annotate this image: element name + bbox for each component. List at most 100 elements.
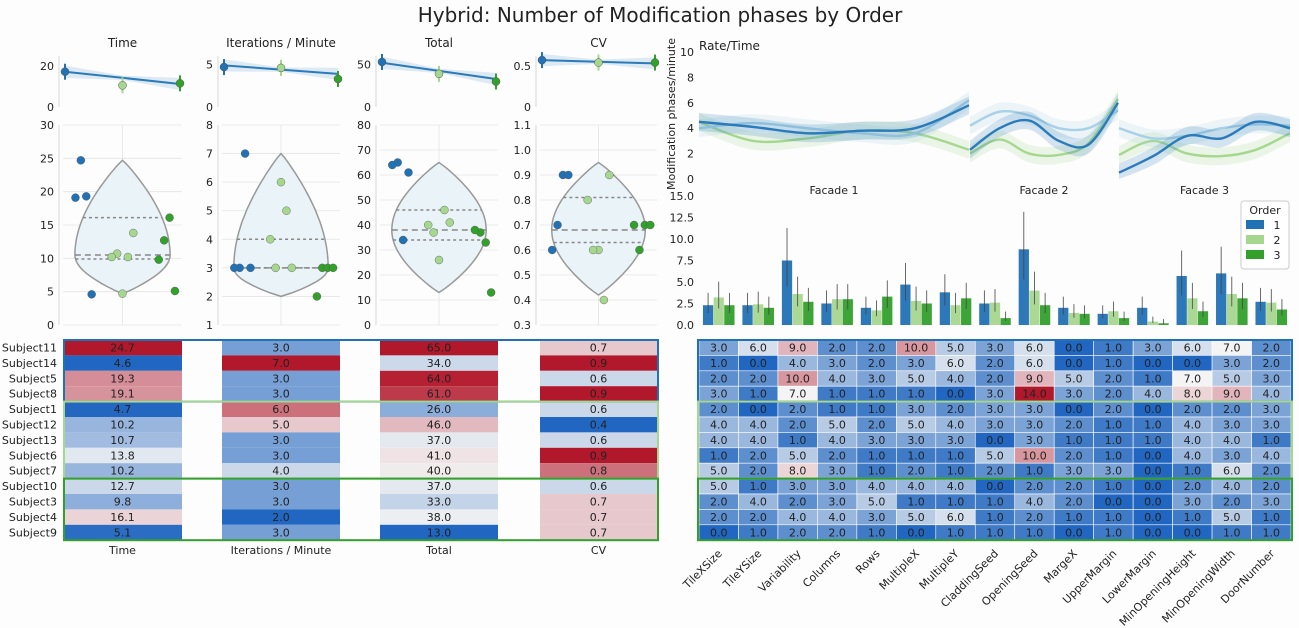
row-label: Subject1 (9, 403, 57, 416)
y-tick-label: 10.0 (670, 233, 695, 246)
legend-label: 3 (1274, 249, 1281, 262)
cell-value: 19.1 (110, 388, 135, 401)
cell-value: 13.0 (427, 526, 452, 539)
bar (1266, 302, 1277, 325)
metric-panel-total: Total 0 50 0 10 20 30 40 50 60 70 80 (357, 36, 501, 332)
cell-value: 6.0 (1026, 357, 1044, 370)
y-tick-label: 5 (206, 59, 213, 72)
heatmap-cell (222, 432, 340, 448)
cell-value: 61.0 (427, 388, 452, 401)
heatmap-cell (222, 386, 340, 402)
violin-body (550, 161, 647, 296)
cell-value: 3.0 (1223, 357, 1241, 370)
series-line (1118, 132, 1291, 158)
cell-value: 3.0 (789, 480, 807, 493)
cell-value: 3.0 (1065, 388, 1083, 401)
series-line (969, 98, 1120, 158)
cell-value: 2.0 (1026, 480, 1044, 493)
bar (1039, 305, 1051, 325)
cell-value: 2.0 (749, 465, 767, 478)
cell-value: 2.0 (789, 526, 807, 539)
confidence-band (1119, 112, 1290, 179)
bar (1176, 275, 1187, 325)
cell-value: 4.6 (114, 357, 132, 370)
heatmap-cell (63, 509, 182, 525)
cell-value: 1.0 (1144, 434, 1162, 447)
heatmap-cell (380, 509, 498, 525)
cell-value: 7.0 (272, 357, 290, 370)
bar (781, 260, 793, 325)
legend-swatch (1246, 220, 1264, 229)
cell-value: 4.0 (1026, 496, 1044, 509)
bar (1118, 318, 1130, 325)
cell-value: 0.0 (1144, 526, 1162, 539)
heatmap-cell (63, 524, 182, 541)
swarm-point (282, 206, 291, 215)
heatmap-cell (380, 494, 498, 510)
cell-value: 1.0 (1026, 526, 1044, 539)
cell-value: 0.4 (590, 419, 608, 432)
cell-value: 3.0 (868, 372, 886, 385)
swarm-point (547, 245, 557, 255)
bar (753, 304, 764, 325)
cell-value: 1.0 (947, 496, 965, 509)
y-tick-label: 0.9 (514, 169, 532, 182)
cell-value: 2.0 (1223, 496, 1241, 509)
cell-value: 1.0 (1263, 511, 1281, 524)
cell-value: 3.0 (710, 342, 728, 355)
bar (921, 303, 932, 325)
cell-value: 1.0 (1105, 342, 1123, 355)
cell-value: 8.0 (1184, 388, 1202, 401)
cell-value: 3.0 (868, 511, 886, 524)
cell-value: 2.0 (828, 449, 846, 462)
cell-value: 0.7 (590, 496, 608, 509)
heatmap-cell (380, 447, 498, 464)
cell-value: 4.0 (789, 511, 807, 524)
cell-value: 1.0 (749, 480, 767, 493)
facet-label: Facade 3 (1180, 184, 1229, 197)
cell-value: 0.0 (1144, 449, 1162, 462)
swarm-point (71, 193, 80, 202)
cell-value: 1.0 (1105, 526, 1123, 539)
heatmap-cell (540, 401, 657, 417)
swarm-point (123, 252, 133, 262)
cell-value: 1.0 (868, 388, 886, 401)
cell-value: 2.0 (1223, 403, 1241, 416)
cell-value: 2.0 (1065, 449, 1083, 462)
cell-value: 4.0 (1223, 434, 1241, 447)
cell-value: 0.6 (590, 480, 608, 493)
bar (910, 300, 922, 325)
y-tick-label: 70 (357, 144, 371, 157)
cell-value: 5.0 (1223, 372, 1241, 385)
heatmap-cell (63, 355, 182, 371)
heatmap-cell (222, 463, 340, 479)
cell-value: 4.0 (1144, 388, 1162, 401)
cell-value: 1.0 (749, 388, 767, 401)
confidence-band (970, 93, 1118, 159)
y-tick-label: 6 (687, 97, 694, 110)
cell-value: 3.0 (272, 388, 290, 401)
heatmap-cell (380, 386, 498, 402)
rate-title: Rate/Time (699, 39, 760, 53)
point-marker (537, 55, 547, 65)
cell-value: 4.0 (789, 357, 807, 370)
cell-value: 3.0 (1144, 342, 1162, 355)
swarm-point (328, 263, 338, 273)
cell-value: 5.0 (1223, 511, 1241, 524)
heatmap-cell (380, 401, 498, 417)
cell-value: 3.0 (1026, 419, 1044, 432)
cell-value: 0.0 (1144, 465, 1162, 478)
cell-value: 38.0 (427, 511, 452, 524)
cell-value: 4.0 (1223, 480, 1241, 493)
cell-value: 34.0 (427, 357, 452, 370)
swarm-point (583, 195, 592, 205)
cell-value: 2.0 (749, 372, 767, 385)
swarm-point (87, 290, 96, 299)
bar (961, 298, 972, 325)
bar (742, 305, 753, 325)
cell-value: 1.0 (947, 526, 965, 539)
row-label: Subject6 (9, 449, 57, 462)
group-outline (697, 477, 1293, 542)
swarm-point (276, 177, 286, 187)
bar (1029, 290, 1040, 325)
